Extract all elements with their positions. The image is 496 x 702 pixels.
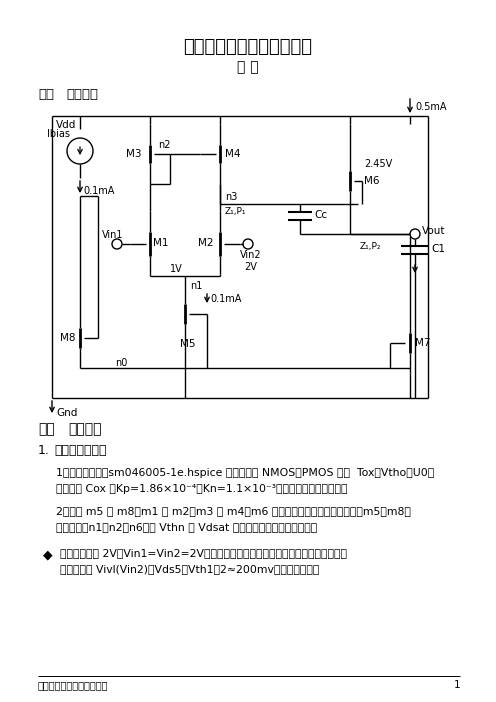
- Text: 2）根据 m5 和 m8、m1 和 m2、m3 和 m4、m6 对称要求，以及电流镜偏置管（m5，m8）: 2）根据 m5 和 m8、m1 和 m2、m3 和 m4、m6 对称要求，以及电…: [56, 506, 411, 516]
- Text: Vin2: Vin2: [240, 250, 261, 260]
- Text: 二级放大器设计步骤及分析: 二级放大器设计步骤及分析: [184, 38, 312, 56]
- Text: M7: M7: [415, 338, 431, 348]
- Text: 电路结构: 电路结构: [66, 88, 98, 101]
- Text: 二、: 二、: [38, 422, 55, 436]
- Text: Cc: Cc: [314, 210, 327, 220]
- Text: M3: M3: [126, 149, 141, 159]
- Text: 2V: 2V: [244, 262, 257, 272]
- Text: Vin1: Vin1: [102, 230, 124, 240]
- Text: Z₁,P₂: Z₁,P₂: [360, 242, 381, 251]
- Text: M4: M4: [225, 149, 241, 159]
- Text: 设计步骤: 设计步骤: [68, 422, 102, 436]
- Text: 并计算得 Cox 和Kp=1.86×10⁻⁴，Kn=1.1×10⁻³。（方法见参考文件）。: 并计算得 Cox 和Kp=1.86×10⁻⁴，Kn=1.1×10⁻³。（方法见参…: [56, 484, 348, 494]
- Text: 0.5mA: 0.5mA: [415, 102, 446, 112]
- Text: C1: C1: [431, 244, 445, 254]
- Text: Ibias: Ibias: [47, 129, 70, 139]
- Text: 输入共模电平 2V（Vin1=Vin2=2V），考虑要消耗尾电流源漏源电压，该电平适当取: 输入共模电平 2V（Vin1=Vin2=2V），考虑要消耗尾电流源漏源电压，该电…: [60, 548, 347, 558]
- Text: 二级放大器设计步骤及分析: 二级放大器设计步骤及分析: [38, 680, 109, 690]
- Text: 1: 1: [453, 680, 460, 690]
- Text: 2.45V: 2.45V: [364, 159, 392, 169]
- Text: M2: M2: [198, 238, 213, 248]
- Text: ◆: ◆: [43, 548, 53, 561]
- Text: Vout: Vout: [422, 226, 445, 236]
- Text: M5: M5: [180, 339, 195, 349]
- Text: Gnd: Gnd: [56, 408, 77, 418]
- Text: Z₁,P₁: Z₁,P₁: [225, 207, 247, 216]
- Text: 1.: 1.: [38, 444, 50, 457]
- Text: 0.1mA: 0.1mA: [210, 294, 242, 304]
- Text: 彭 勇: 彭 勇: [237, 60, 259, 74]
- Text: M1: M1: [153, 238, 169, 248]
- Text: 和放大管（n1、n2、n6）的 Vthn 及 Vdsat 要求，确定如下直流工作点：: 和放大管（n1、n2、n6）的 Vthn 及 Vdsat 要求，确定如下直流工作…: [56, 522, 317, 532]
- Text: 高点，保证 Vivl(Vin2)－Vds5－Vth1，2≈200mv（增益要求）。: 高点，保证 Vivl(Vin2)－Vds5－Vth1，2≈200mv（增益要求）…: [60, 564, 319, 574]
- Text: 一、: 一、: [38, 88, 54, 101]
- Text: M8: M8: [60, 333, 75, 343]
- Text: n0: n0: [115, 358, 127, 368]
- Text: n1: n1: [190, 281, 202, 291]
- Text: Vdd: Vdd: [56, 120, 76, 130]
- Text: 确定直流工作点: 确定直流工作点: [54, 444, 107, 457]
- Text: n3: n3: [225, 192, 238, 202]
- Text: 1V: 1V: [170, 264, 183, 274]
- Text: 1）根据模型库（sm046005-1e.hspice 文件）获得 NMOS、PMOS 管的  Tox、Vtho、U0；: 1）根据模型库（sm046005-1e.hspice 文件）获得 NMOS、PM…: [56, 468, 434, 478]
- Text: n2: n2: [158, 140, 171, 150]
- Text: 0.1mA: 0.1mA: [83, 186, 115, 196]
- Text: M6: M6: [364, 176, 379, 186]
